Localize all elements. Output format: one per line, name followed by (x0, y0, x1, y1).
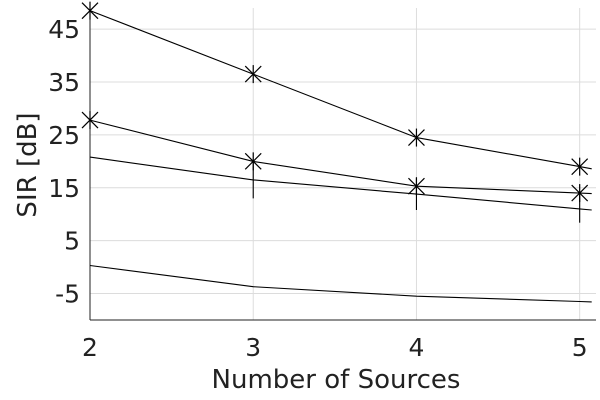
series-line-2 (89, 119, 592, 195)
data-point-marker (244, 65, 262, 84)
series-line-3 (89, 156, 592, 211)
data-point-marker (408, 128, 425, 147)
data-point-marker (81, 1, 99, 20)
x-tick-label: 2 (82, 333, 98, 362)
y-tick-label: -5 (55, 280, 80, 309)
x-tick-label: 5 (572, 333, 588, 362)
axes (89, 8, 596, 321)
series-line-1 (89, 10, 592, 170)
y-tick-label: 35 (48, 68, 80, 97)
grid (89, 8, 596, 320)
y-tick-label: 25 (48, 121, 80, 150)
y-tick-label: 45 (48, 15, 80, 44)
y-tick-label: 15 (48, 174, 80, 203)
data-point-marker (81, 111, 99, 130)
x-tick-label: 3 (245, 333, 261, 362)
series-layer (81, 1, 592, 303)
y-axis-title: SIR [dB] (13, 112, 43, 217)
series-line-4 (89, 264, 592, 303)
y-tick-label: 5 (64, 227, 80, 256)
data-point-marker (571, 157, 589, 176)
x-tick-label: 4 (408, 333, 424, 362)
x-axis-title: Number of Sources (212, 365, 461, 395)
